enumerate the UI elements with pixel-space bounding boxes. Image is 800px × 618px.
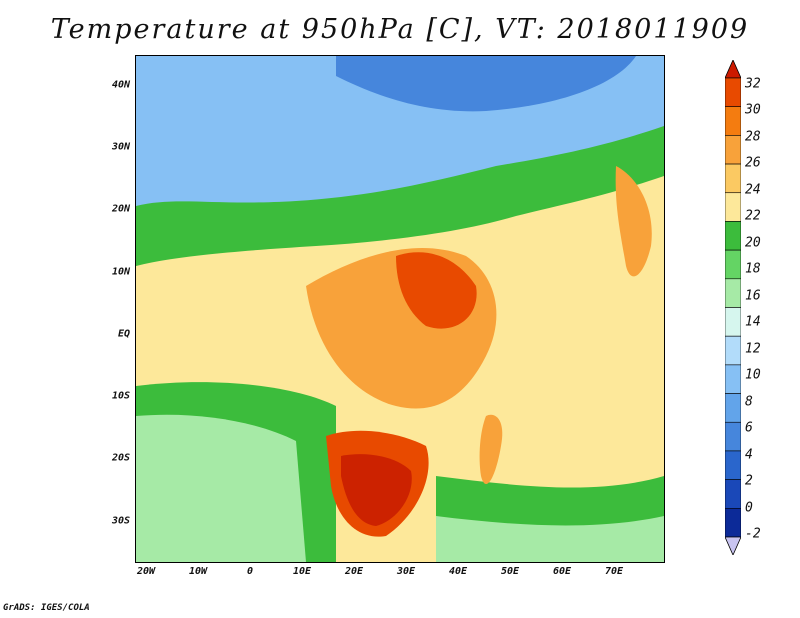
south-atlantic-cool <box>136 414 306 562</box>
colorbar-band <box>725 192 741 222</box>
colorbar-label: 22 <box>745 208 761 224</box>
colorbar-label: 12 <box>745 341 761 357</box>
colorbar <box>725 60 741 555</box>
colorbar-label: 30 <box>745 102 761 118</box>
colorbar-label: 32 <box>745 76 761 92</box>
lat-label: 30S <box>111 515 130 527</box>
colorbar-band <box>725 335 741 366</box>
east-africa-hot <box>396 252 477 329</box>
lon-label: 10W <box>188 566 208 577</box>
colorbar-label: 6 <box>745 420 753 436</box>
lat-label: 10N <box>111 266 130 278</box>
colorbar-label: 28 <box>745 129 761 145</box>
lon-label: 50E <box>500 566 520 577</box>
colorbar-top-arrow <box>725 60 741 79</box>
lat-label: 20N <box>111 203 130 215</box>
colorbar-label: -2 <box>745 526 761 542</box>
colorbar-bottom-arrow <box>725 536 741 555</box>
lon-label: 0 <box>246 566 254 577</box>
lon-label: 20W <box>136 566 156 577</box>
colorbar-band <box>725 221 741 251</box>
mediterranean-cold <box>336 56 636 112</box>
lon-label: 30E <box>396 566 416 577</box>
colorbar-band <box>725 421 741 452</box>
south-indian-cool <box>436 516 664 562</box>
colorbar-label: 2 <box>745 473 753 489</box>
colorbar-band <box>725 163 741 194</box>
lon-label: 10E <box>292 566 312 577</box>
colorbar-label: 4 <box>745 447 753 463</box>
lat-label: 10S <box>111 390 130 402</box>
kalahari-hot <box>341 454 412 526</box>
lat-label: 20S <box>111 452 130 464</box>
colorbar-label: 24 <box>745 182 761 198</box>
colorbar-label: 16 <box>745 288 761 304</box>
lon-label: 20E <box>344 566 364 577</box>
colorbar-label: 18 <box>745 261 761 277</box>
colorbar-label: 10 <box>745 367 761 383</box>
colorbar-band <box>725 77 741 107</box>
colorbar-band <box>725 278 741 308</box>
colorbar-band <box>725 135 741 165</box>
lon-label: 70E <box>604 566 624 577</box>
colorbar-band <box>725 307 741 337</box>
colorbar-label: 14 <box>745 314 761 330</box>
madagascar <box>479 414 503 485</box>
map-field <box>136 56 664 562</box>
india-warm <box>615 166 652 277</box>
colorbar-label: 8 <box>745 394 753 410</box>
colorbar-label: 0 <box>745 500 753 516</box>
colorbar-band <box>725 249 741 280</box>
lat-label: 30N <box>111 141 130 153</box>
temperature-map <box>135 55 665 563</box>
colorbar-band <box>725 508 741 538</box>
lon-label: 60E <box>552 566 572 577</box>
grads-credit: GrADS: IGES/COLA <box>3 603 90 613</box>
colorbar-band <box>725 364 741 394</box>
colorbar-band <box>725 450 741 480</box>
colorbar-band <box>725 106 741 136</box>
map-title: Temperature at 950hPa [C], VT: 201801190… <box>50 14 750 45</box>
colorbar-band <box>725 393 741 423</box>
lat-label: 40N <box>111 79 130 91</box>
colorbar-band <box>725 479 741 509</box>
lat-label: EQ <box>117 328 130 340</box>
colorbar-label: 20 <box>745 235 761 251</box>
colorbar-label: 26 <box>745 155 761 171</box>
lon-label: 40E <box>448 566 468 577</box>
